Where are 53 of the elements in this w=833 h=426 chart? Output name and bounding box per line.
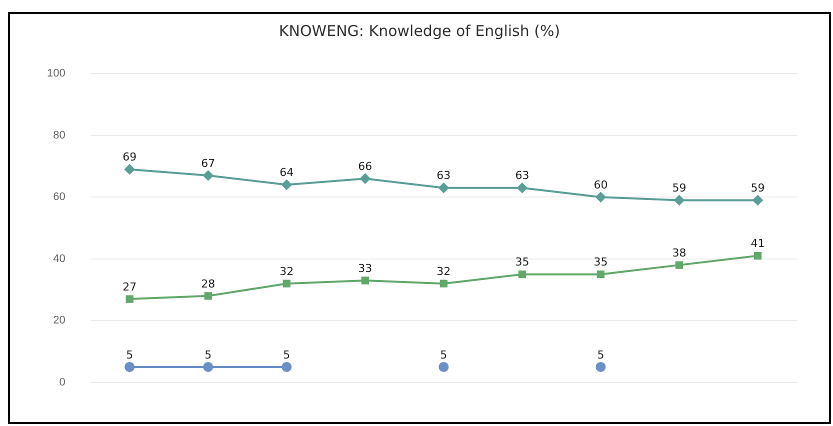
- data-label: 66: [358, 160, 372, 173]
- data-label: 60: [594, 178, 608, 192]
- data-label: 5: [597, 348, 604, 362]
- point: [360, 174, 370, 184]
- y-tick-label: 0: [59, 376, 66, 388]
- point: [754, 252, 762, 260]
- point: [203, 170, 214, 181]
- y-tick-label: 40: [53, 252, 66, 265]
- y-tick-label: 60: [53, 191, 66, 204]
- point: [440, 280, 448, 288]
- data-label: 32: [280, 264, 294, 278]
- data-label: 27: [122, 280, 137, 294]
- point: [438, 362, 449, 372]
- data-label: 67: [201, 156, 216, 170]
- data-label: 59: [750, 182, 765, 195]
- data-label: 63: [436, 169, 451, 182]
- data-label: 41: [750, 237, 765, 250]
- data-label: 64: [280, 166, 294, 180]
- data-label: 35: [515, 256, 530, 269]
- point: [675, 261, 684, 269]
- point: [752, 195, 763, 206]
- data-label: 59: [672, 182, 686, 195]
- data-label: 5: [283, 348, 290, 362]
- point: [361, 276, 369, 284]
- point: [596, 192, 606, 202]
- point: [282, 180, 292, 190]
- point: [674, 195, 684, 206]
- data-label: 5: [126, 348, 134, 362]
- point: [203, 362, 214, 372]
- point: [596, 270, 605, 278]
- data-label: 69: [122, 150, 137, 164]
- point: [124, 164, 135, 174]
- point: [438, 182, 449, 193]
- point: [282, 280, 290, 288]
- data-label: 38: [672, 246, 686, 260]
- data-label: 32: [436, 264, 451, 278]
- point: [126, 295, 134, 303]
- point: [204, 292, 212, 300]
- point: [596, 362, 606, 372]
- y-tick-label: 80: [53, 129, 66, 142]
- data-label: 5: [440, 348, 448, 362]
- point: [517, 182, 528, 193]
- chart-title: KNOWENG: Knowledge of English (%): [278, 22, 562, 40]
- data-label: 63: [515, 169, 530, 182]
- point: [518, 270, 526, 278]
- point: [282, 362, 292, 372]
- y-tick-label: 100: [46, 68, 66, 80]
- data-label: 35: [594, 256, 608, 269]
- data-label: 5: [204, 348, 212, 362]
- y-tick-label: 20: [53, 314, 66, 327]
- data-label: 28: [201, 277, 216, 290]
- data-label: 33: [358, 262, 372, 275]
- point: [124, 362, 135, 372]
